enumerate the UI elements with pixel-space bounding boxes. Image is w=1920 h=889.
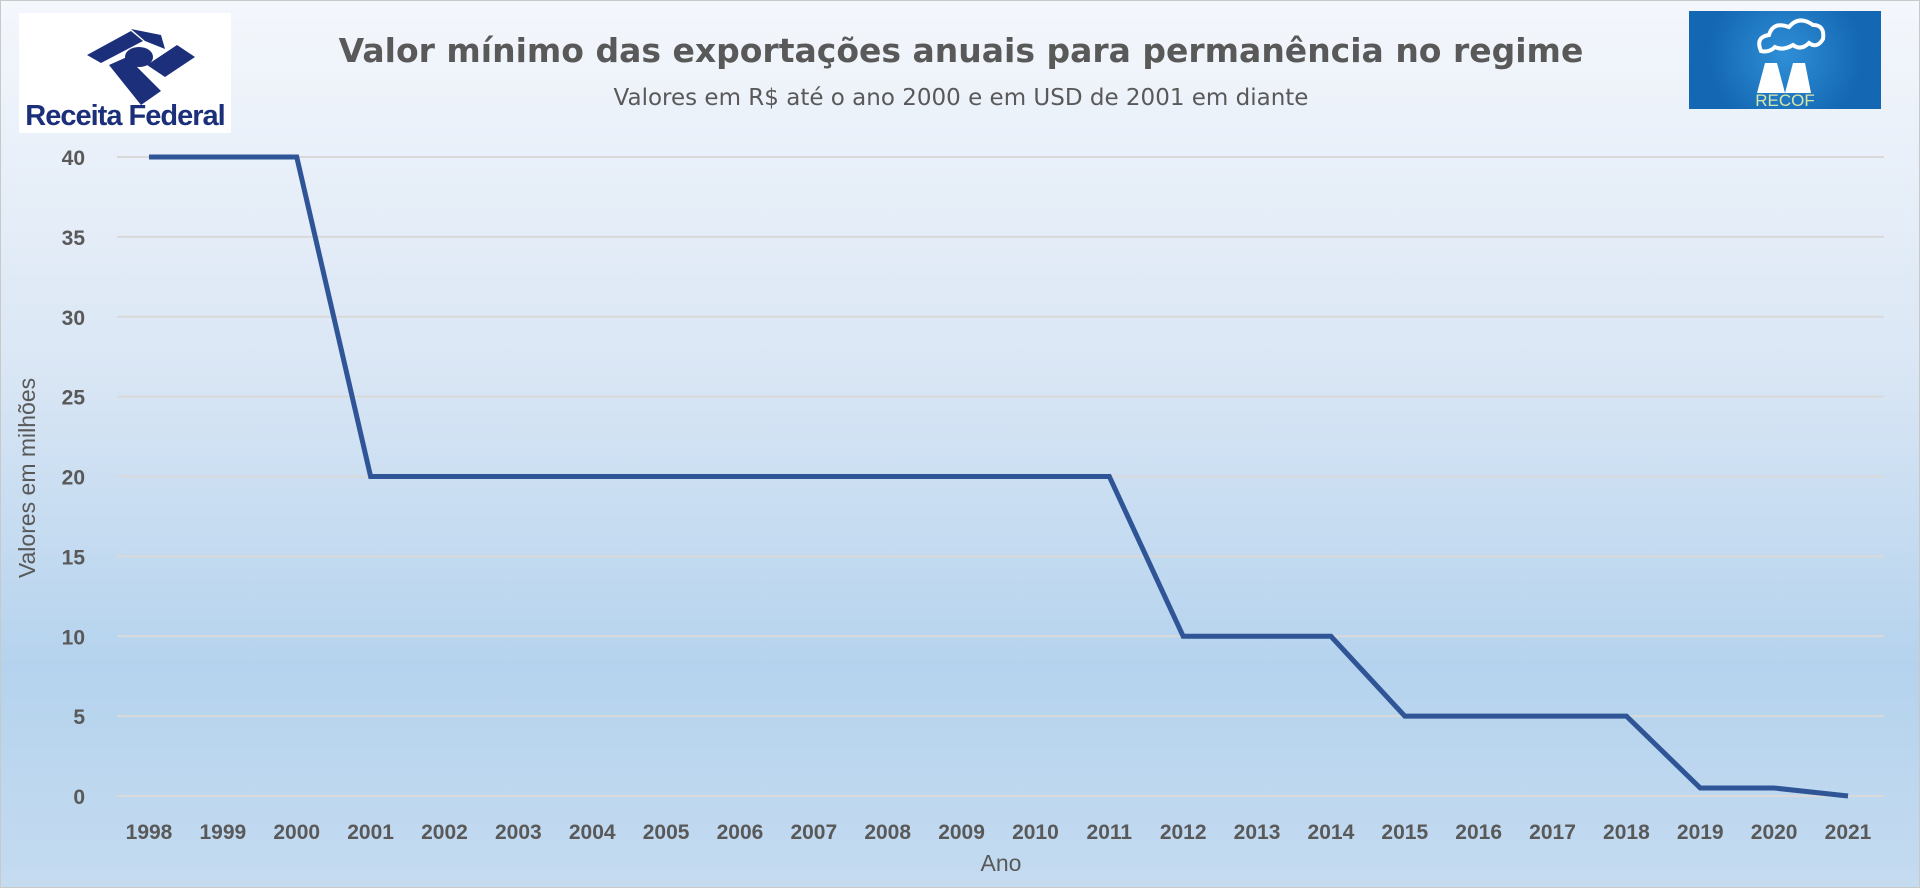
x-tick-label: 2006: [717, 821, 764, 844]
x-tick-label: 2012: [1160, 821, 1207, 844]
x-tick-label: 2019: [1677, 821, 1724, 844]
y-axis-label: Valores em milhões: [14, 378, 40, 578]
x-tick-label: 2003: [495, 821, 542, 844]
x-tick-label: 2020: [1751, 821, 1798, 844]
y-tick-label: 40: [62, 147, 85, 170]
x-tick-label: 2018: [1603, 821, 1650, 844]
x-tick-label: 2000: [273, 821, 320, 844]
x-tick-label: 2007: [790, 821, 837, 844]
x-tick-label: 2015: [1381, 821, 1428, 844]
x-tick-label: 2002: [421, 821, 468, 844]
x-tick-label: 2014: [1308, 821, 1355, 844]
y-tick-label: 25: [62, 387, 86, 410]
x-tick-label: 2009: [938, 821, 985, 844]
x-tick-label: 2011: [1087, 821, 1133, 844]
x-tick-label: 2013: [1234, 821, 1281, 844]
x-tick-label: 1999: [200, 821, 247, 844]
x-tick-label: 2008: [864, 821, 911, 844]
x-tick-label: 2010: [1012, 821, 1059, 844]
x-tick-label: 2001: [347, 821, 394, 844]
x-tick-label: 2004: [569, 821, 616, 844]
y-tick-label: 0: [73, 786, 85, 809]
x-axis-label: Ano: [981, 850, 1022, 876]
x-tick-label: 1998: [126, 821, 173, 844]
y-tick-label: 30: [62, 307, 85, 330]
x-tick-label: 2017: [1529, 821, 1576, 844]
y-tick-label: 35: [62, 227, 86, 250]
y-tick-label: 5: [73, 706, 85, 729]
x-tick-label: 2021: [1825, 821, 1872, 844]
x-tick-label: 2005: [643, 821, 690, 844]
y-tick-label: 10: [62, 626, 85, 649]
y-tick-label: 15: [62, 546, 86, 569]
x-tick-label: 2016: [1455, 821, 1502, 844]
y-tick-label: 20: [62, 467, 85, 490]
